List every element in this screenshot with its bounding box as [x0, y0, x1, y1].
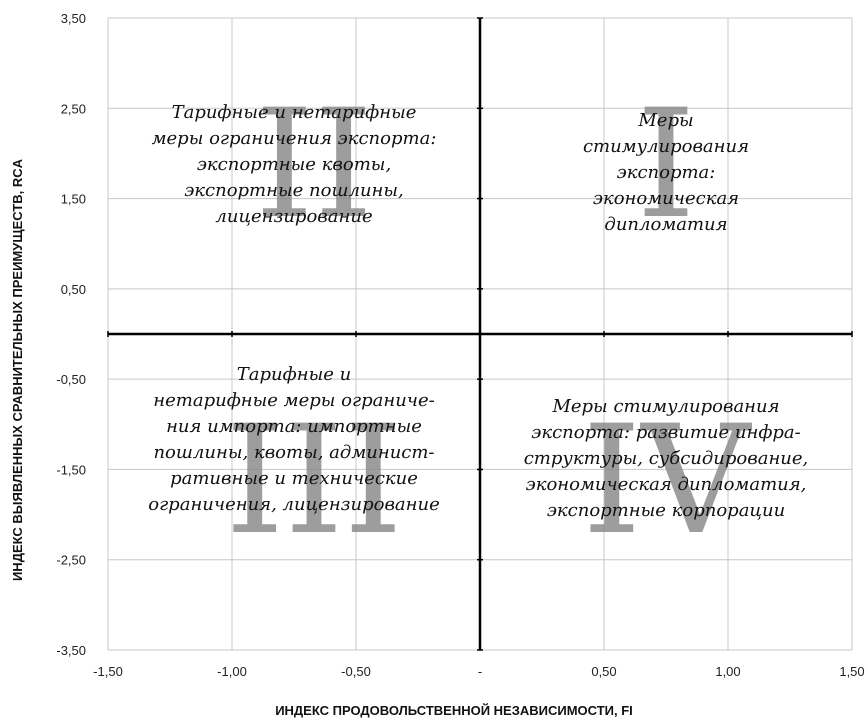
quadrant-I-text-line: Меры [638, 110, 694, 131]
y-tick-label-7: -3,50 [56, 643, 86, 658]
quadrant-II-text: Тарифные и нетарифные меры ограничения эк… [114, 100, 474, 230]
y-tick-label-5: -1,50 [56, 462, 86, 477]
quadrant-I-text-line: стимулирования [582, 136, 750, 157]
y-tick-label-0: 3,50 [61, 11, 86, 26]
x-tick-label-4: 0,50 [591, 664, 616, 679]
y-tick-label-6: -2,50 [56, 553, 86, 568]
quadrant-III-text-line: пошлины, квоты, админист- [153, 442, 435, 463]
quadrant-I-text-line: экспорта: [616, 162, 716, 183]
quadrant-III-text-line: ративные и технические [170, 468, 418, 489]
quadrant-IV-text-line: экспортные корпорации [546, 500, 786, 521]
y-tick-label-4: -0,50 [56, 372, 86, 387]
quadrant-III-text-line: ограничения, лицензирование [148, 494, 440, 515]
quadrant-I-text-line: дипломатия [604, 214, 728, 235]
quadrant-III-text: Тарифные и нетарифные меры ограниче-ния и… [114, 362, 474, 518]
quadrant-II-numeral: II [255, 78, 374, 252]
tick-labels: -1,50 -1,00 -0,50-0,50 1,00 1,503,502,501,50… [56, 11, 864, 679]
quadrant-II-text-line: Тарифные и нетарифные [171, 102, 417, 123]
quadrant-I-text: Меры стимулирования экспорта: экономическая… [486, 108, 846, 238]
quadrant-IV-numeral: IV [582, 394, 752, 568]
quadrant-IV-text-line: экспорта: развитие инфра- [531, 422, 801, 443]
quadrant-IV-text-line: структуры, субсидирование, [523, 448, 809, 469]
quadrant-IV-text: Меры стимулирования экспорта: развитие ин… [486, 394, 846, 524]
quadrant-II-text-line: экспортные пошлины, [184, 180, 404, 201]
x-tick-label-2: -0,50 [341, 664, 371, 679]
quadrant-IV-text-line: экономическая дипломатия, [525, 474, 807, 495]
quadrant-IV-text-line: Меры стимулирования [552, 396, 780, 417]
y-tick-label-2: 1,50 [61, 192, 86, 207]
y-axis-title: ИНДЕКС ВЫЯВЛЕННЫХ СРАВНИТЕЛЬНЫХ ПРЕИМУЩЕ… [10, 158, 25, 581]
quadrant-I-text-line: экономическая [592, 188, 740, 209]
x-axis-title: ИНДЕКС ПРОДОВОЛЬСТВЕННОЙ НЕЗАВИСИМОСТИ, … [275, 703, 633, 718]
quadrant-III-text-line: нетарифные меры ограниче- [153, 390, 435, 411]
x-tick-label-6: 1,50 [839, 664, 864, 679]
x-tick-label-5: 1,00 [715, 664, 740, 679]
quadrant-III-text-line: Тарифные и [236, 364, 352, 385]
quadrant-III-text-line: ния импорта: импортные [166, 416, 422, 437]
axes [107, 17, 853, 651]
quadrant-III-numeral: III [225, 394, 403, 568]
quadrant-II-text-line: экспортные квоты, [196, 154, 392, 175]
x-tick-label-0: -1,50 [93, 664, 123, 679]
quadrant-II-text-line: меры ограничения экспорта: [151, 128, 437, 149]
quadrant-I-numeral: I [636, 78, 695, 252]
x-tick-label-3: - [478, 664, 482, 679]
x-tick-label-1: -1,00 [217, 664, 247, 679]
y-tick-label-3: 0,50 [61, 282, 86, 297]
quadrant-II-text-line: лицензирование [215, 206, 373, 227]
y-tick-label-1: 2,50 [61, 101, 86, 116]
